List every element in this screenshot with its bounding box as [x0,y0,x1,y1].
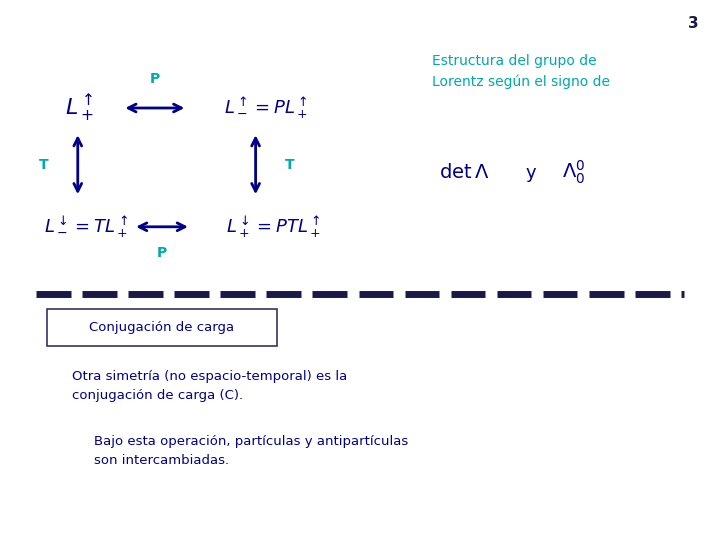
Text: T: T [40,158,49,172]
Text: P: P [157,246,167,260]
Text: T: T [284,158,294,172]
Text: $L_+^{\downarrow} = PTL_+^{\uparrow}$: $L_+^{\downarrow} = PTL_+^{\uparrow}$ [226,214,321,240]
Text: $L_-^{\downarrow} = TL_+^{\uparrow}$: $L_-^{\downarrow} = TL_+^{\uparrow}$ [45,214,128,240]
Text: $\Lambda_0^0$: $\Lambda_0^0$ [562,159,585,186]
Text: 3: 3 [688,16,698,31]
Text: y: y [526,164,536,182]
Text: Otra simetría (no espacio-temporal) es la
conjugación de carga (C).: Otra simetría (no espacio-temporal) es l… [72,370,347,402]
Text: $L_+^{\uparrow}$: $L_+^{\uparrow}$ [65,93,94,123]
Text: $\det\Lambda$: $\det\Lambda$ [439,163,490,183]
Text: Bajo esta operación, partículas y antipartículas
son intercambiadas.: Bajo esta operación, partículas y antipa… [94,435,408,467]
Text: P: P [150,72,160,86]
Text: $L_-^{\uparrow} = PL_+^{\uparrow}$: $L_-^{\uparrow} = PL_+^{\uparrow}$ [225,95,308,121]
Text: Estructura del grupo de
Lorentz según el signo de: Estructura del grupo de Lorentz según el… [432,54,610,90]
Text: Conjugación de carga: Conjugación de carga [89,321,235,334]
FancyBboxPatch shape [47,309,277,346]
